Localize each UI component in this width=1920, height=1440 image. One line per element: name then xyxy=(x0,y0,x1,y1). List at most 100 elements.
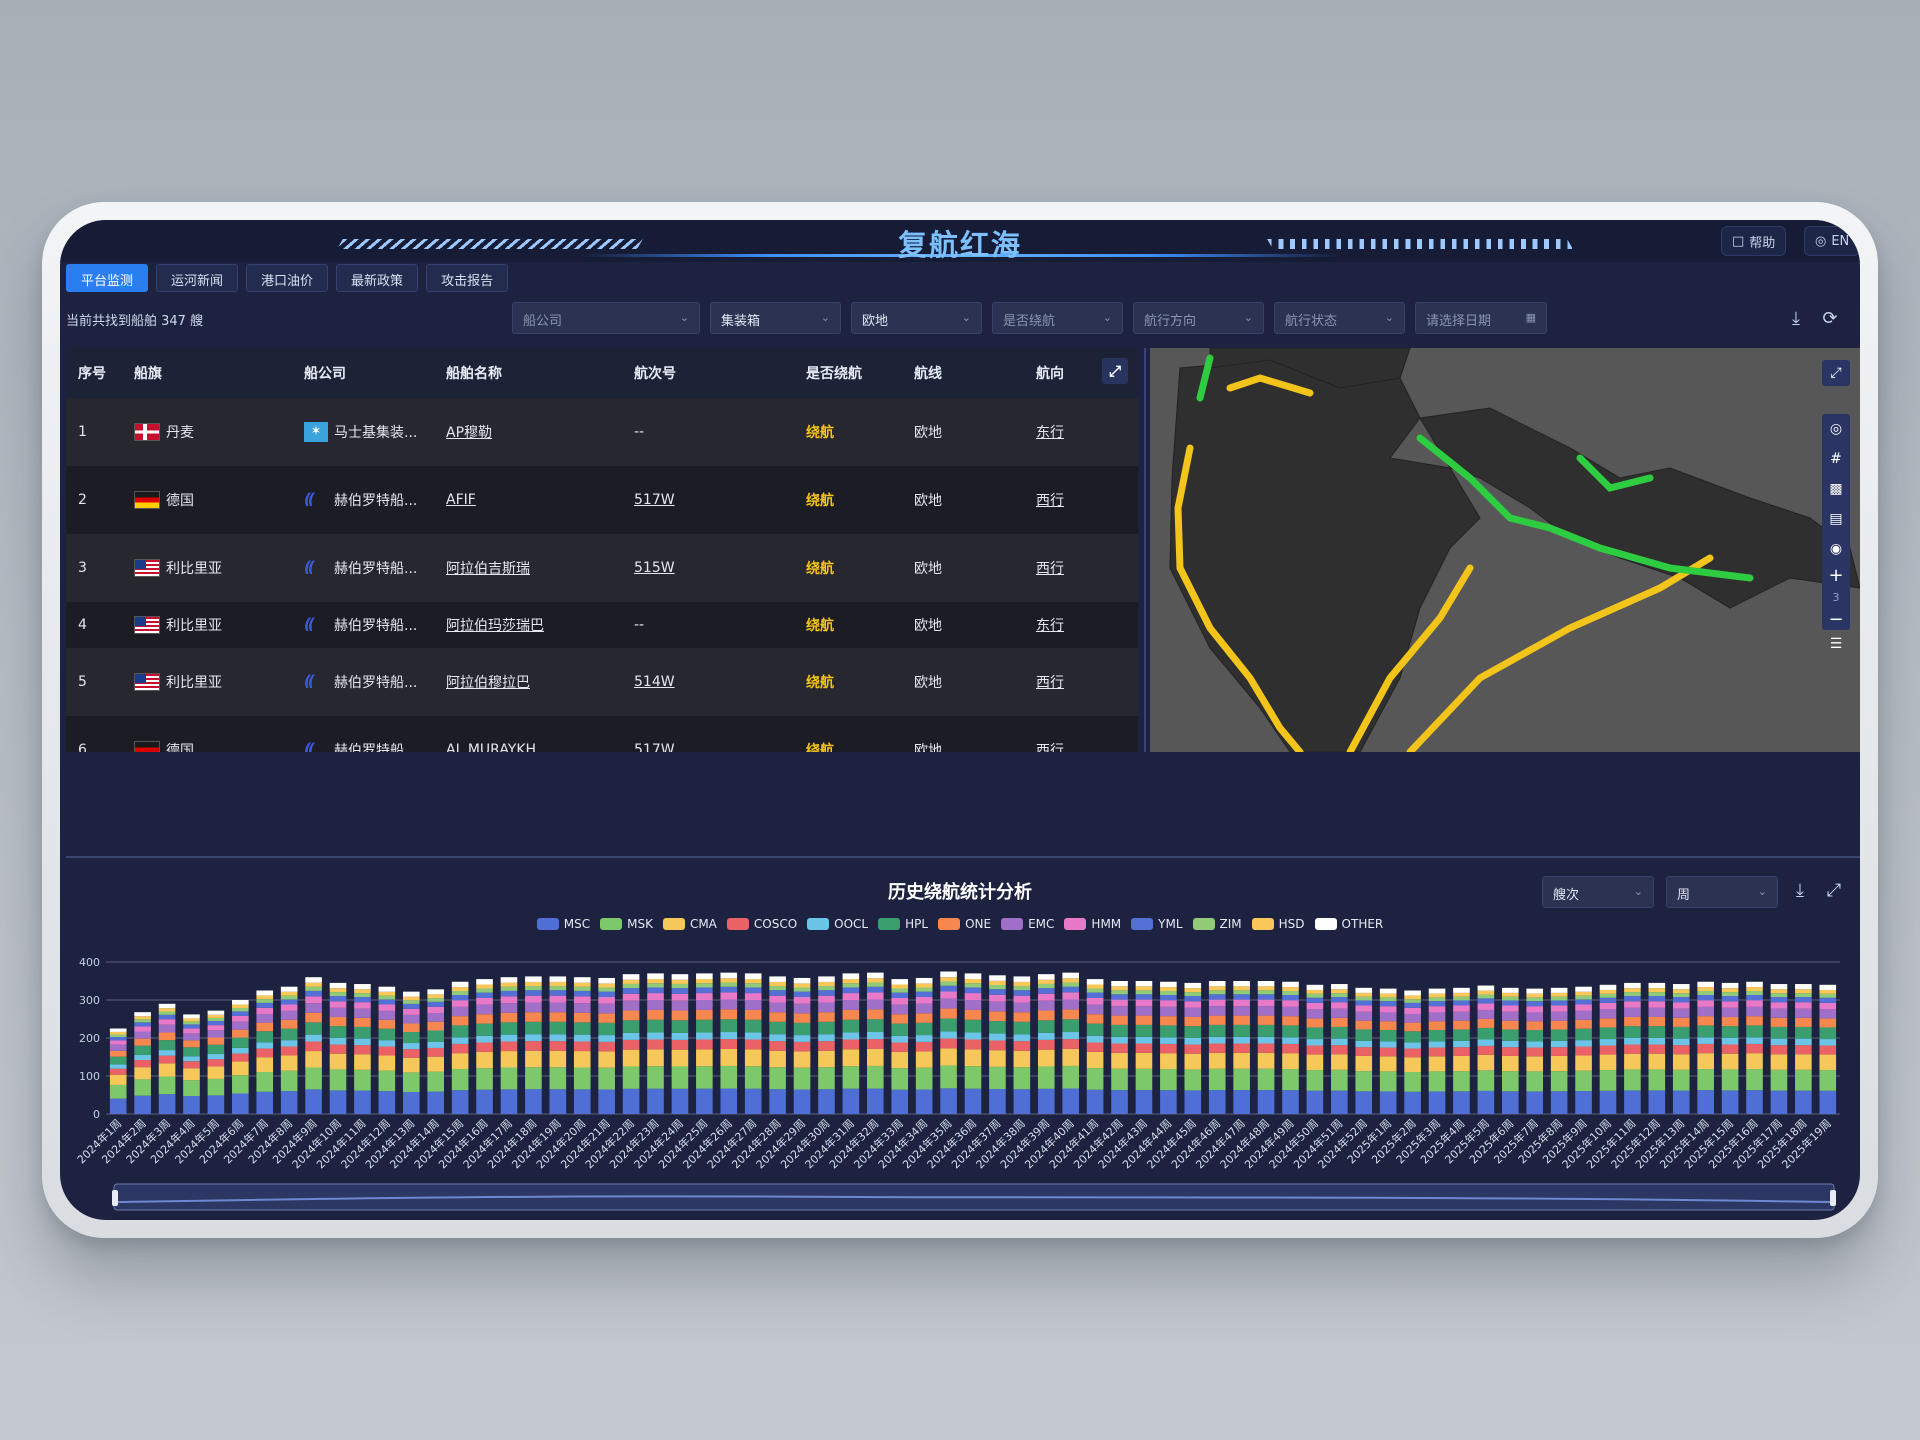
direction-link[interactable]: 西行 xyxy=(1036,561,1064,577)
ship-name-link[interactable]: 阿拉伯吉斯瑞 xyxy=(446,561,530,577)
tab-attack-report[interactable]: 攻击报告 xyxy=(426,264,509,292)
tab-latest-policy[interactable]: 最新政策 xyxy=(336,264,419,292)
route-select[interactable]: 欧地 ⌄ xyxy=(851,302,982,334)
bar-segment xyxy=(158,1003,176,1009)
table-row[interactable]: 2 德国 ((赫伯罗特船... AFIF 517W 绕航 欧地 西行 xyxy=(66,466,1138,534)
route-cell: 欧地 xyxy=(914,618,942,634)
direction-link[interactable]: 东行 xyxy=(1036,425,1064,441)
bar-segment xyxy=(598,1003,615,1014)
grid-icon[interactable]: # xyxy=(1830,451,1842,467)
status-select[interactable]: 航行状态 ⌄ xyxy=(1274,302,1405,334)
locate-icon[interactable]: ◉ xyxy=(1829,541,1843,557)
map-fullscreen-icon[interactable]: ⤢ xyxy=(1822,360,1850,386)
bar-segment xyxy=(1428,1056,1446,1072)
bar-segment xyxy=(1795,997,1812,1003)
direction-link[interactable]: 西行 xyxy=(1036,493,1064,509)
ship-name-link[interactable]: 阿拉伯穆拉巴 xyxy=(446,675,530,691)
legend-item[interactable]: ZIM xyxy=(1192,917,1242,931)
bar-segment xyxy=(1795,989,1812,994)
legend-item[interactable]: EMC xyxy=(1001,917,1054,931)
direction-link[interactable]: 西行 xyxy=(1036,743,1064,752)
help-button[interactable]: □ 帮助 xyxy=(1721,226,1787,256)
legend-item[interactable]: OTHER xyxy=(1314,917,1383,931)
direction-link[interactable]: 西行 xyxy=(1036,675,1064,691)
shipping-company-select[interactable]: 船公司 ⌄ xyxy=(512,302,700,334)
legend-item[interactable]: MSK xyxy=(600,917,653,931)
bar-segment xyxy=(915,1003,933,1014)
bar-segment xyxy=(744,987,762,994)
bar-segment xyxy=(158,1008,176,1012)
vessel-type-select[interactable]: 集装箱 ⌄ xyxy=(710,302,841,334)
chart-download-icon[interactable]: ⤓ xyxy=(1796,880,1804,901)
table-row[interactable]: 5 利比里亚 ((赫伯罗特船... 阿拉伯穆拉巴 514W 绕航 欧地 西行 xyxy=(66,648,1138,716)
table-row[interactable]: 6 德国 ((赫伯罗特船... AL MURAYKH 517W 绕航 欧地 西行 xyxy=(66,716,1138,752)
bar-segment xyxy=(793,1041,811,1052)
bar-segment xyxy=(402,1049,420,1058)
detour-select[interactable]: 是否绕航 ⌄ xyxy=(992,302,1123,334)
zoom-out-icon[interactable]: − xyxy=(1828,609,1844,630)
chart-fullscreen-icon[interactable]: ⤢ xyxy=(1826,880,1842,901)
download-icon[interactable]: ⤓ xyxy=(1792,308,1800,329)
legend-item[interactable]: HPL xyxy=(878,917,928,931)
bar-segment xyxy=(1355,1000,1373,1006)
metric-select[interactable]: 艘次 ⌄ xyxy=(1542,876,1654,908)
direction-link[interactable]: 东行 xyxy=(1036,618,1064,634)
bar-segment xyxy=(1355,1029,1373,1041)
legend-item[interactable]: HMM xyxy=(1064,917,1121,931)
bar-segment xyxy=(744,1039,762,1050)
bar-segment xyxy=(109,1037,127,1041)
table-row[interactable]: 4 利比里亚 ((赫伯罗特船... 阿拉伯玛莎瑞巴 -- 绕航 欧地 东行 xyxy=(66,602,1138,648)
bar-segment xyxy=(500,1089,518,1114)
ship-name-link[interactable]: 阿拉伯玛莎瑞巴 xyxy=(446,618,544,634)
germany-flag-icon xyxy=(134,491,160,509)
legend-item[interactable]: ONE xyxy=(938,917,991,931)
bar-segment xyxy=(427,1091,445,1114)
globe-icon[interactable]: ◎ xyxy=(1829,421,1843,437)
legend-item[interactable]: YML xyxy=(1131,917,1183,931)
legend-item[interactable]: MSC xyxy=(536,917,590,931)
legend-item[interactable]: CMA xyxy=(662,917,717,931)
voyage-number[interactable]: 515W xyxy=(634,560,675,576)
voyage-number[interactable]: 517W xyxy=(634,742,675,752)
vessel-map[interactable]: ⤢ ◎ # ▩ ▤ ◉ + 3 − ☰ xyxy=(1150,348,1860,752)
table-row[interactable]: 1 丹麦 ✶ 马士基集装... AP穆勒 -- 绕航 欧地 东行 xyxy=(66,398,1138,466)
voyage-number[interactable]: 517W xyxy=(634,492,675,508)
bar-segment xyxy=(1355,996,1373,1001)
ship-name-link[interactable]: AFIF xyxy=(446,492,476,508)
bar-segment xyxy=(549,1021,567,1035)
bar-segment xyxy=(1111,1043,1128,1053)
bar-segment xyxy=(1306,984,1324,990)
layers-icon[interactable]: ☰ xyxy=(1829,636,1843,652)
area-icon[interactable]: ▩ xyxy=(1829,481,1843,497)
tab-port-fuel-price[interactable]: 港口油价 xyxy=(246,264,329,292)
zoom-in-icon[interactable]: + xyxy=(1828,565,1844,586)
ship-name-link[interactable]: AP穆勒 xyxy=(446,425,493,441)
language-button[interactable]: ◎ EN xyxy=(1804,226,1860,256)
bar-segment xyxy=(305,1067,322,1090)
direction-select[interactable]: 航行方向 ⌄ xyxy=(1133,302,1264,334)
table-row[interactable]: 3 利比里亚 ((赫伯罗特船... 阿拉伯吉斯瑞 515W 绕航 欧地 西行 xyxy=(66,534,1138,602)
ship-name-link[interactable]: AL MURAYKH xyxy=(446,742,537,752)
bar-segment xyxy=(1282,991,1299,995)
legend-item[interactable]: HSD xyxy=(1251,917,1305,931)
voyage-number[interactable]: 514W xyxy=(634,674,675,690)
legend-item[interactable]: OOCL xyxy=(807,917,868,931)
bar-segment xyxy=(1257,999,1275,1007)
bar-segment xyxy=(232,1015,249,1022)
bar-segment xyxy=(1428,1029,1446,1042)
select-value: 欧地 xyxy=(862,314,889,329)
bar-segment xyxy=(622,983,640,989)
ruler-icon[interactable]: ▤ xyxy=(1829,511,1843,527)
bar-segment xyxy=(500,982,518,987)
bar-segment xyxy=(940,991,957,999)
bar-segment xyxy=(451,981,469,988)
legend-item[interactable]: COSCO xyxy=(726,917,797,931)
bar-segment xyxy=(1111,1015,1128,1025)
period-select[interactable]: 周 ⌄ xyxy=(1666,876,1778,908)
tab-canal-news[interactable]: 运河新闻 xyxy=(156,264,239,292)
date-picker[interactable]: 请选择日期 ▦ xyxy=(1415,302,1547,334)
table-fullscreen-icon[interactable]: ⤢ xyxy=(1102,358,1128,384)
refresh-icon[interactable]: ⟳ xyxy=(1822,308,1838,329)
tab-platform-monitoring[interactable]: 平台监测 xyxy=(66,264,149,292)
bar-segment xyxy=(1477,985,1495,991)
